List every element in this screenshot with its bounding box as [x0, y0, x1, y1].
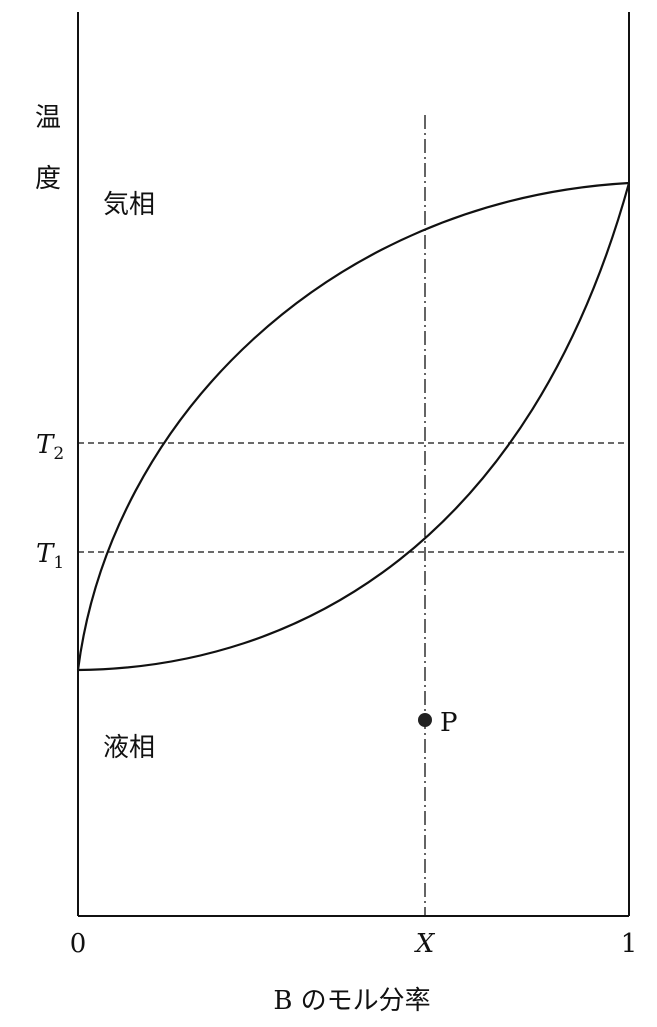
region-label-vapor: 気相: [103, 190, 155, 220]
t2-label: T2: [36, 430, 64, 464]
t1-label: T1: [36, 539, 64, 573]
boiling-point-curve: [77, 182, 631, 672]
dew-point-curve: [76, 181, 630, 671]
x-tick-0: 0: [70, 929, 87, 959]
x-tick-x: X: [414, 929, 436, 959]
y-axis-label-char-1: 温: [35, 103, 61, 133]
x-axis-label: B のモル分率: [273, 986, 430, 1016]
x-tick-1: 1: [621, 929, 638, 959]
t1-label-main: T: [36, 539, 55, 569]
y-axis-label-char-2: 度: [35, 164, 61, 194]
point-p-marker: [418, 713, 432, 727]
t2-label-sub: 2: [53, 444, 64, 464]
region-label-liquid: 液相: [103, 733, 155, 763]
t2-label-main: T: [36, 430, 55, 460]
point-p-label: P: [440, 708, 458, 738]
t1-label-sub: 1: [53, 553, 64, 573]
